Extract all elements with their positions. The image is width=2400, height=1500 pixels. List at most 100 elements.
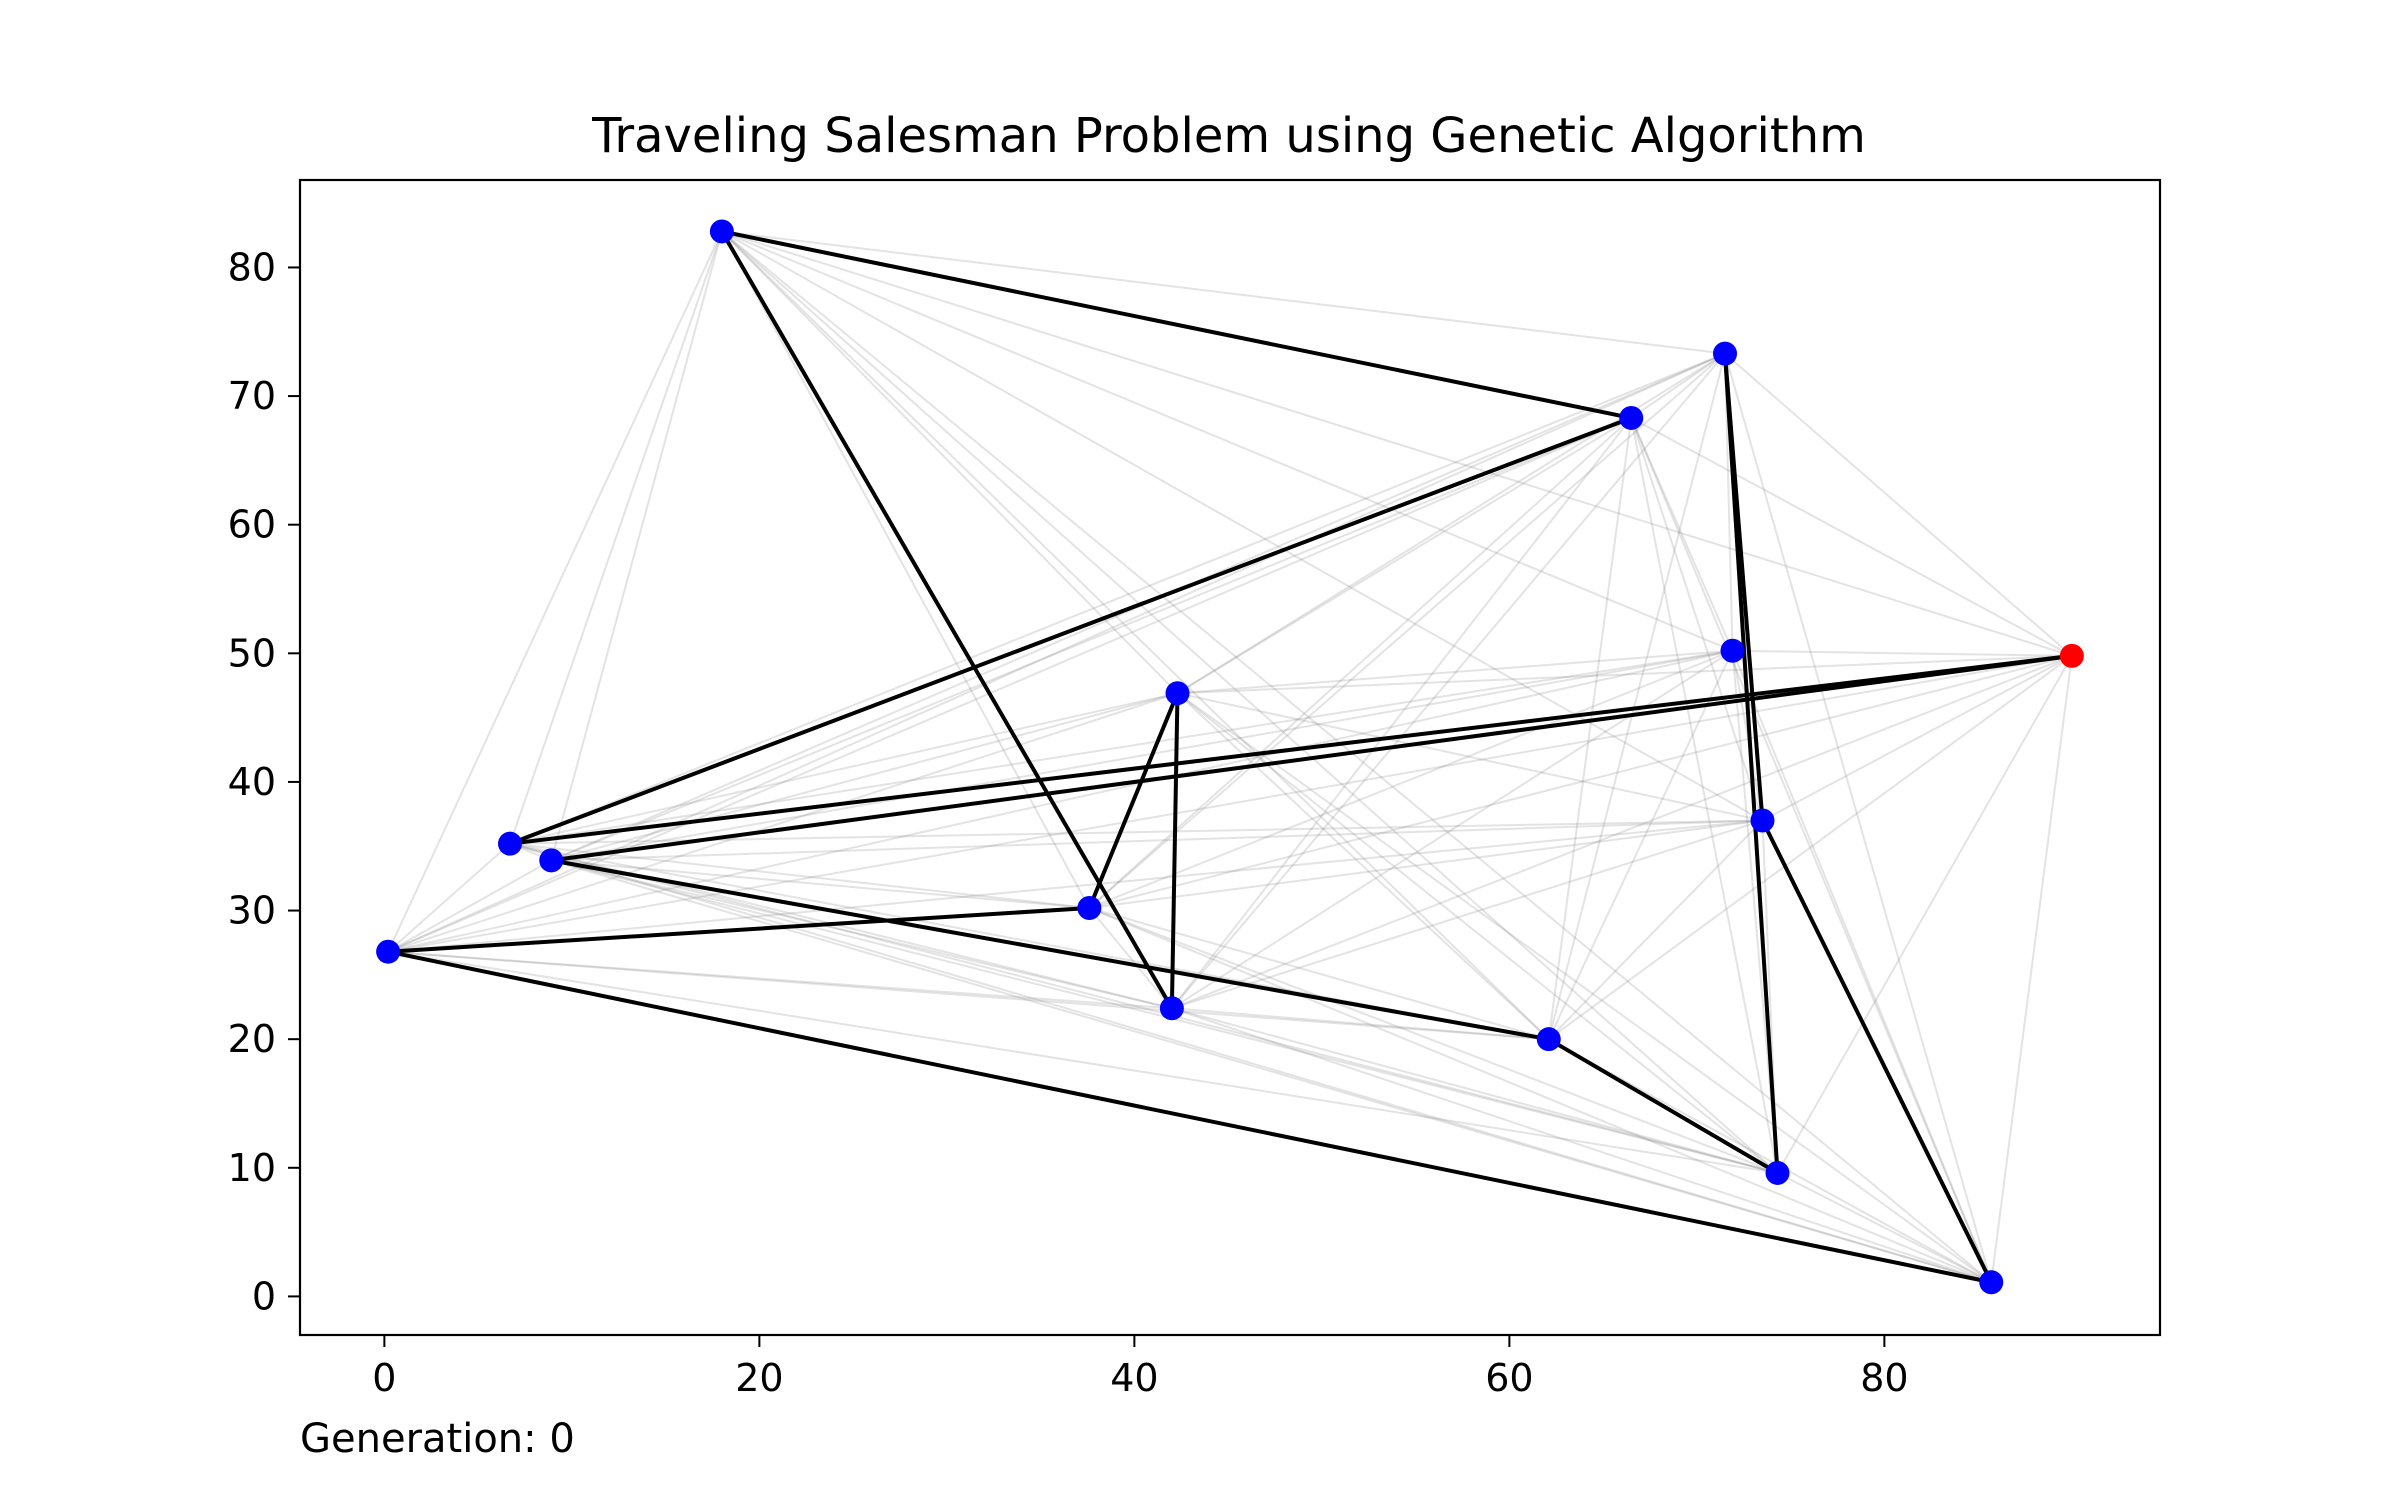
background-edge bbox=[1547, 417, 1633, 1040]
city-points bbox=[376, 219, 2084, 1295]
background-edge bbox=[1176, 417, 1632, 695]
x-axis: 0 20 40 60 80 bbox=[372, 1335, 1909, 1400]
background-edge bbox=[1089, 907, 1550, 1041]
x-tick-label: 40 bbox=[1110, 1356, 1158, 1400]
y-tick-label: 60 bbox=[228, 503, 276, 547]
background-edge bbox=[1171, 649, 1734, 1010]
background-edge bbox=[551, 649, 1733, 862]
route-segment bbox=[1169, 691, 1180, 1011]
background-edge bbox=[551, 859, 1173, 1010]
background-edge bbox=[1176, 692, 1779, 1174]
route-segment bbox=[549, 858, 1551, 1042]
background-edge bbox=[1630, 417, 1734, 652]
background-edge bbox=[721, 230, 1779, 1174]
background-edge bbox=[387, 859, 552, 953]
background-edge bbox=[1630, 417, 2073, 657]
background-edge bbox=[550, 417, 1632, 862]
background-edge bbox=[1724, 353, 1993, 1283]
city-point bbox=[1979, 1270, 2004, 1295]
background-edge bbox=[1171, 819, 1763, 1010]
city-point bbox=[1713, 341, 1737, 366]
background-edge bbox=[1990, 655, 2073, 1283]
chart-title: Traveling Salesman Problem using Genetic… bbox=[591, 108, 1866, 164]
background-edge bbox=[1089, 819, 1763, 909]
background-edge bbox=[1762, 655, 2073, 822]
route-segment bbox=[719, 229, 1634, 420]
city-point bbox=[1159, 996, 1184, 1021]
background-edge bbox=[388, 950, 1172, 1010]
city-point bbox=[1619, 405, 1644, 430]
route-lines bbox=[386, 229, 2074, 1285]
city-point bbox=[1165, 681, 1190, 706]
x-tick-label: 20 bbox=[735, 1356, 783, 1400]
background-edge bbox=[387, 654, 2073, 953]
city-point bbox=[1765, 1160, 1790, 1185]
generation-label: Generation: 0 bbox=[300, 1416, 575, 1462]
background-edge bbox=[551, 819, 1763, 862]
y-tick-label: 70 bbox=[228, 374, 276, 418]
background-edge bbox=[1171, 417, 1633, 1009]
x-tick-label: 0 bbox=[372, 1356, 396, 1400]
background-edge bbox=[1724, 352, 2073, 657]
y-tick-label: 30 bbox=[228, 889, 276, 933]
route-segment bbox=[549, 653, 2074, 863]
background-edge bbox=[721, 230, 1726, 355]
x-tick-label: 80 bbox=[1860, 1356, 1908, 1400]
background-edge bbox=[550, 692, 1178, 862]
route-segment bbox=[386, 905, 1092, 954]
y-tick-label: 50 bbox=[228, 631, 276, 675]
city-point bbox=[1077, 895, 1102, 920]
background-edge bbox=[721, 230, 1179, 694]
background-edge bbox=[387, 842, 511, 953]
route-segment bbox=[1087, 691, 1180, 910]
city-point bbox=[376, 939, 401, 964]
route-segment bbox=[386, 949, 1994, 1285]
background-edge bbox=[1548, 819, 1764, 1040]
background-edge bbox=[509, 692, 1178, 845]
background-edge bbox=[509, 842, 1992, 1284]
background-edge bbox=[1171, 1007, 1778, 1174]
background-edge bbox=[388, 819, 1763, 953]
background-edge bbox=[721, 230, 1992, 1284]
background-edge bbox=[721, 230, 2073, 657]
city-point bbox=[498, 831, 522, 856]
background-edge bbox=[1171, 654, 2073, 1010]
background-edge bbox=[1630, 417, 1993, 1283]
plot-frame bbox=[298, 178, 2162, 1337]
background-edge bbox=[1089, 907, 1778, 1174]
route-segment bbox=[719, 229, 1174, 1011]
background-edge bbox=[1171, 1007, 1992, 1284]
background-edge bbox=[1548, 655, 2073, 1040]
background-edge bbox=[387, 417, 1632, 953]
background-edge bbox=[387, 950, 1778, 1174]
route-segment bbox=[1760, 818, 1994, 1285]
background-edge bbox=[1630, 417, 1779, 1174]
background-edge bbox=[721, 230, 1733, 652]
background-edge bbox=[1089, 649, 1733, 909]
route-segment bbox=[508, 415, 1634, 846]
city-point bbox=[1750, 808, 1775, 833]
background-edge bbox=[1732, 649, 2072, 657]
background-edge bbox=[509, 842, 1778, 1174]
y-tick-label: 0 bbox=[252, 1274, 276, 1318]
route-segment bbox=[508, 653, 2074, 846]
background-edge bbox=[388, 950, 1549, 1041]
x-tick-label: 60 bbox=[1485, 1356, 1533, 1400]
background-edge bbox=[1547, 650, 1734, 1040]
background-edge bbox=[387, 692, 1178, 953]
background-edge bbox=[509, 352, 1726, 845]
background-edge bbox=[509, 649, 1733, 845]
city-point bbox=[709, 219, 734, 244]
background-edge bbox=[1176, 692, 1992, 1284]
background-edge bbox=[1088, 907, 1173, 1009]
background-edge bbox=[550, 231, 723, 861]
background-edge bbox=[1630, 417, 1764, 821]
city-point bbox=[1720, 638, 1745, 663]
background-edge bbox=[1171, 1007, 1549, 1041]
background-edge bbox=[1547, 353, 1726, 1040]
background-edge bbox=[551, 859, 1090, 909]
background-edge bbox=[387, 231, 723, 953]
y-tick-label: 80 bbox=[228, 245, 276, 289]
background-edge bbox=[1088, 352, 1726, 909]
